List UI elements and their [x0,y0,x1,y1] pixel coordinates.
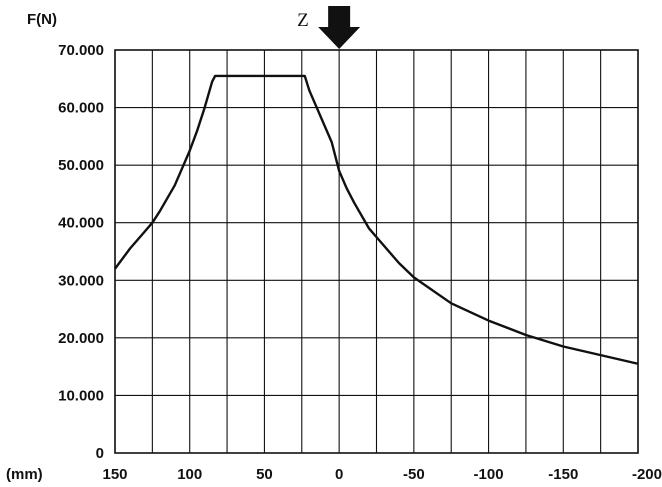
x-tick-label: 0 [335,466,343,483]
y-tick-label: 20.000 [58,330,104,347]
grid-lines [114,49,639,454]
y-tick-label: 10.000 [58,387,104,404]
y-tick-label: 0 [96,445,104,462]
y-axis-ticks: 0 10.000 20.000 30.000 40.000 50.000 60.000 70.… [58,42,104,462]
x-tick-label: 100 [177,466,202,483]
y-axis-label: F(N) [27,11,57,28]
x-tick-label: -50 [403,466,425,483]
x-tick-label: 50 [256,466,273,483]
x-tick-label: -200 [632,466,662,483]
y-tick-label: 60.000 [58,100,104,117]
series-line [114,74,639,365]
y-tick-label: 40.000 [58,215,104,232]
x-tick-label: -100 [474,466,504,483]
z-marker-label: Z [297,10,309,31]
plot-frame [114,49,639,454]
x-axis-ticks: 150 100 50 0 -50 -100 -150 -200 [102,466,662,483]
x-tick-label: -150 [548,466,578,483]
y-tick-label: 50.000 [58,157,104,174]
y-tick-label: 30.000 [58,272,104,289]
y-tick-label: 70.000 [58,42,104,59]
down-arrow-icon [318,6,361,49]
x-tick-label: 150 [102,466,127,483]
x-axis-label: (mm) [6,466,43,483]
